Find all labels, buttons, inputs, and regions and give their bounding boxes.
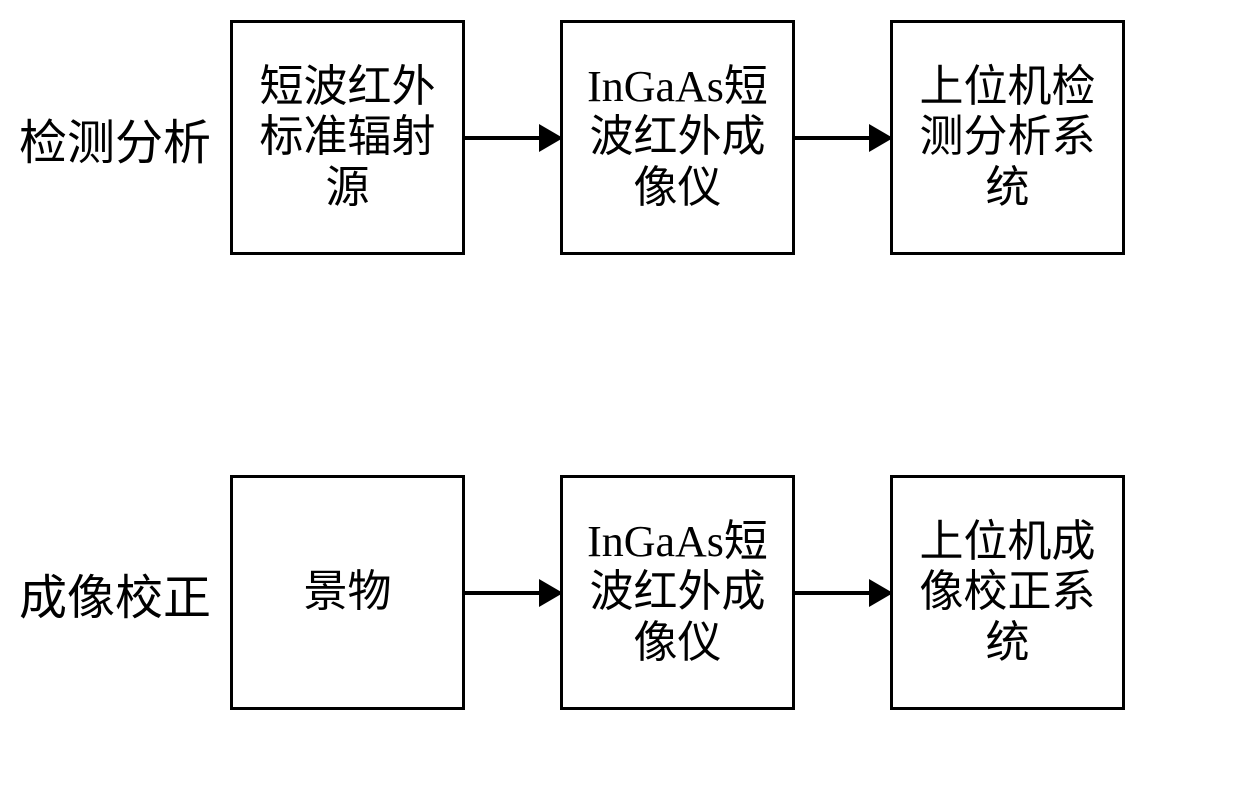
box-ingaas-imager-2-text: InGaAs短波红外成像仪 (571, 517, 784, 669)
row-detection-analysis: 检测分析 短波红外标准辐射源 InGaAs短波红外成像仪 上位机检测分析系统 (0, 20, 1125, 255)
arrow-2-1-line (465, 591, 546, 595)
box-swir-source: 短波红外标准辐射源 (230, 20, 465, 255)
arrow-1-2-line (795, 136, 876, 140)
box-swir-source-text: 短波红外标准辐射源 (241, 62, 454, 214)
arrow-2-2-line (795, 591, 876, 595)
arrow-2-1-head (539, 579, 563, 607)
box-host-detection-text: 上位机检测分析系统 (901, 62, 1114, 214)
arrow-1-1 (465, 136, 560, 140)
row2-label: 成像校正 (0, 558, 230, 628)
box-ingaas-imager-1: InGaAs短波红外成像仪 (560, 20, 795, 255)
row1-label: 检测分析 (0, 103, 230, 173)
arrow-1-1-line (465, 136, 546, 140)
arrow-2-2-head (869, 579, 893, 607)
arrow-1-1-head (539, 124, 563, 152)
arrow-1-2 (795, 136, 890, 140)
box-host-detection: 上位机检测分析系统 (890, 20, 1125, 255)
box-scene: 景物 (230, 475, 465, 710)
box-ingaas-imager-1-text: InGaAs短波红外成像仪 (571, 62, 784, 214)
box-host-correction: 上位机成像校正系统 (890, 475, 1125, 710)
row-imaging-correction: 成像校正 景物 InGaAs短波红外成像仪 上位机成像校正系统 (0, 475, 1125, 710)
arrow-2-2 (795, 591, 890, 595)
box-ingaas-imager-2: InGaAs短波红外成像仪 (560, 475, 795, 710)
arrow-1-2-head (869, 124, 893, 152)
box-host-correction-text: 上位机成像校正系统 (901, 517, 1114, 669)
box-scene-text: 景物 (304, 567, 392, 618)
arrow-2-1 (465, 591, 560, 595)
